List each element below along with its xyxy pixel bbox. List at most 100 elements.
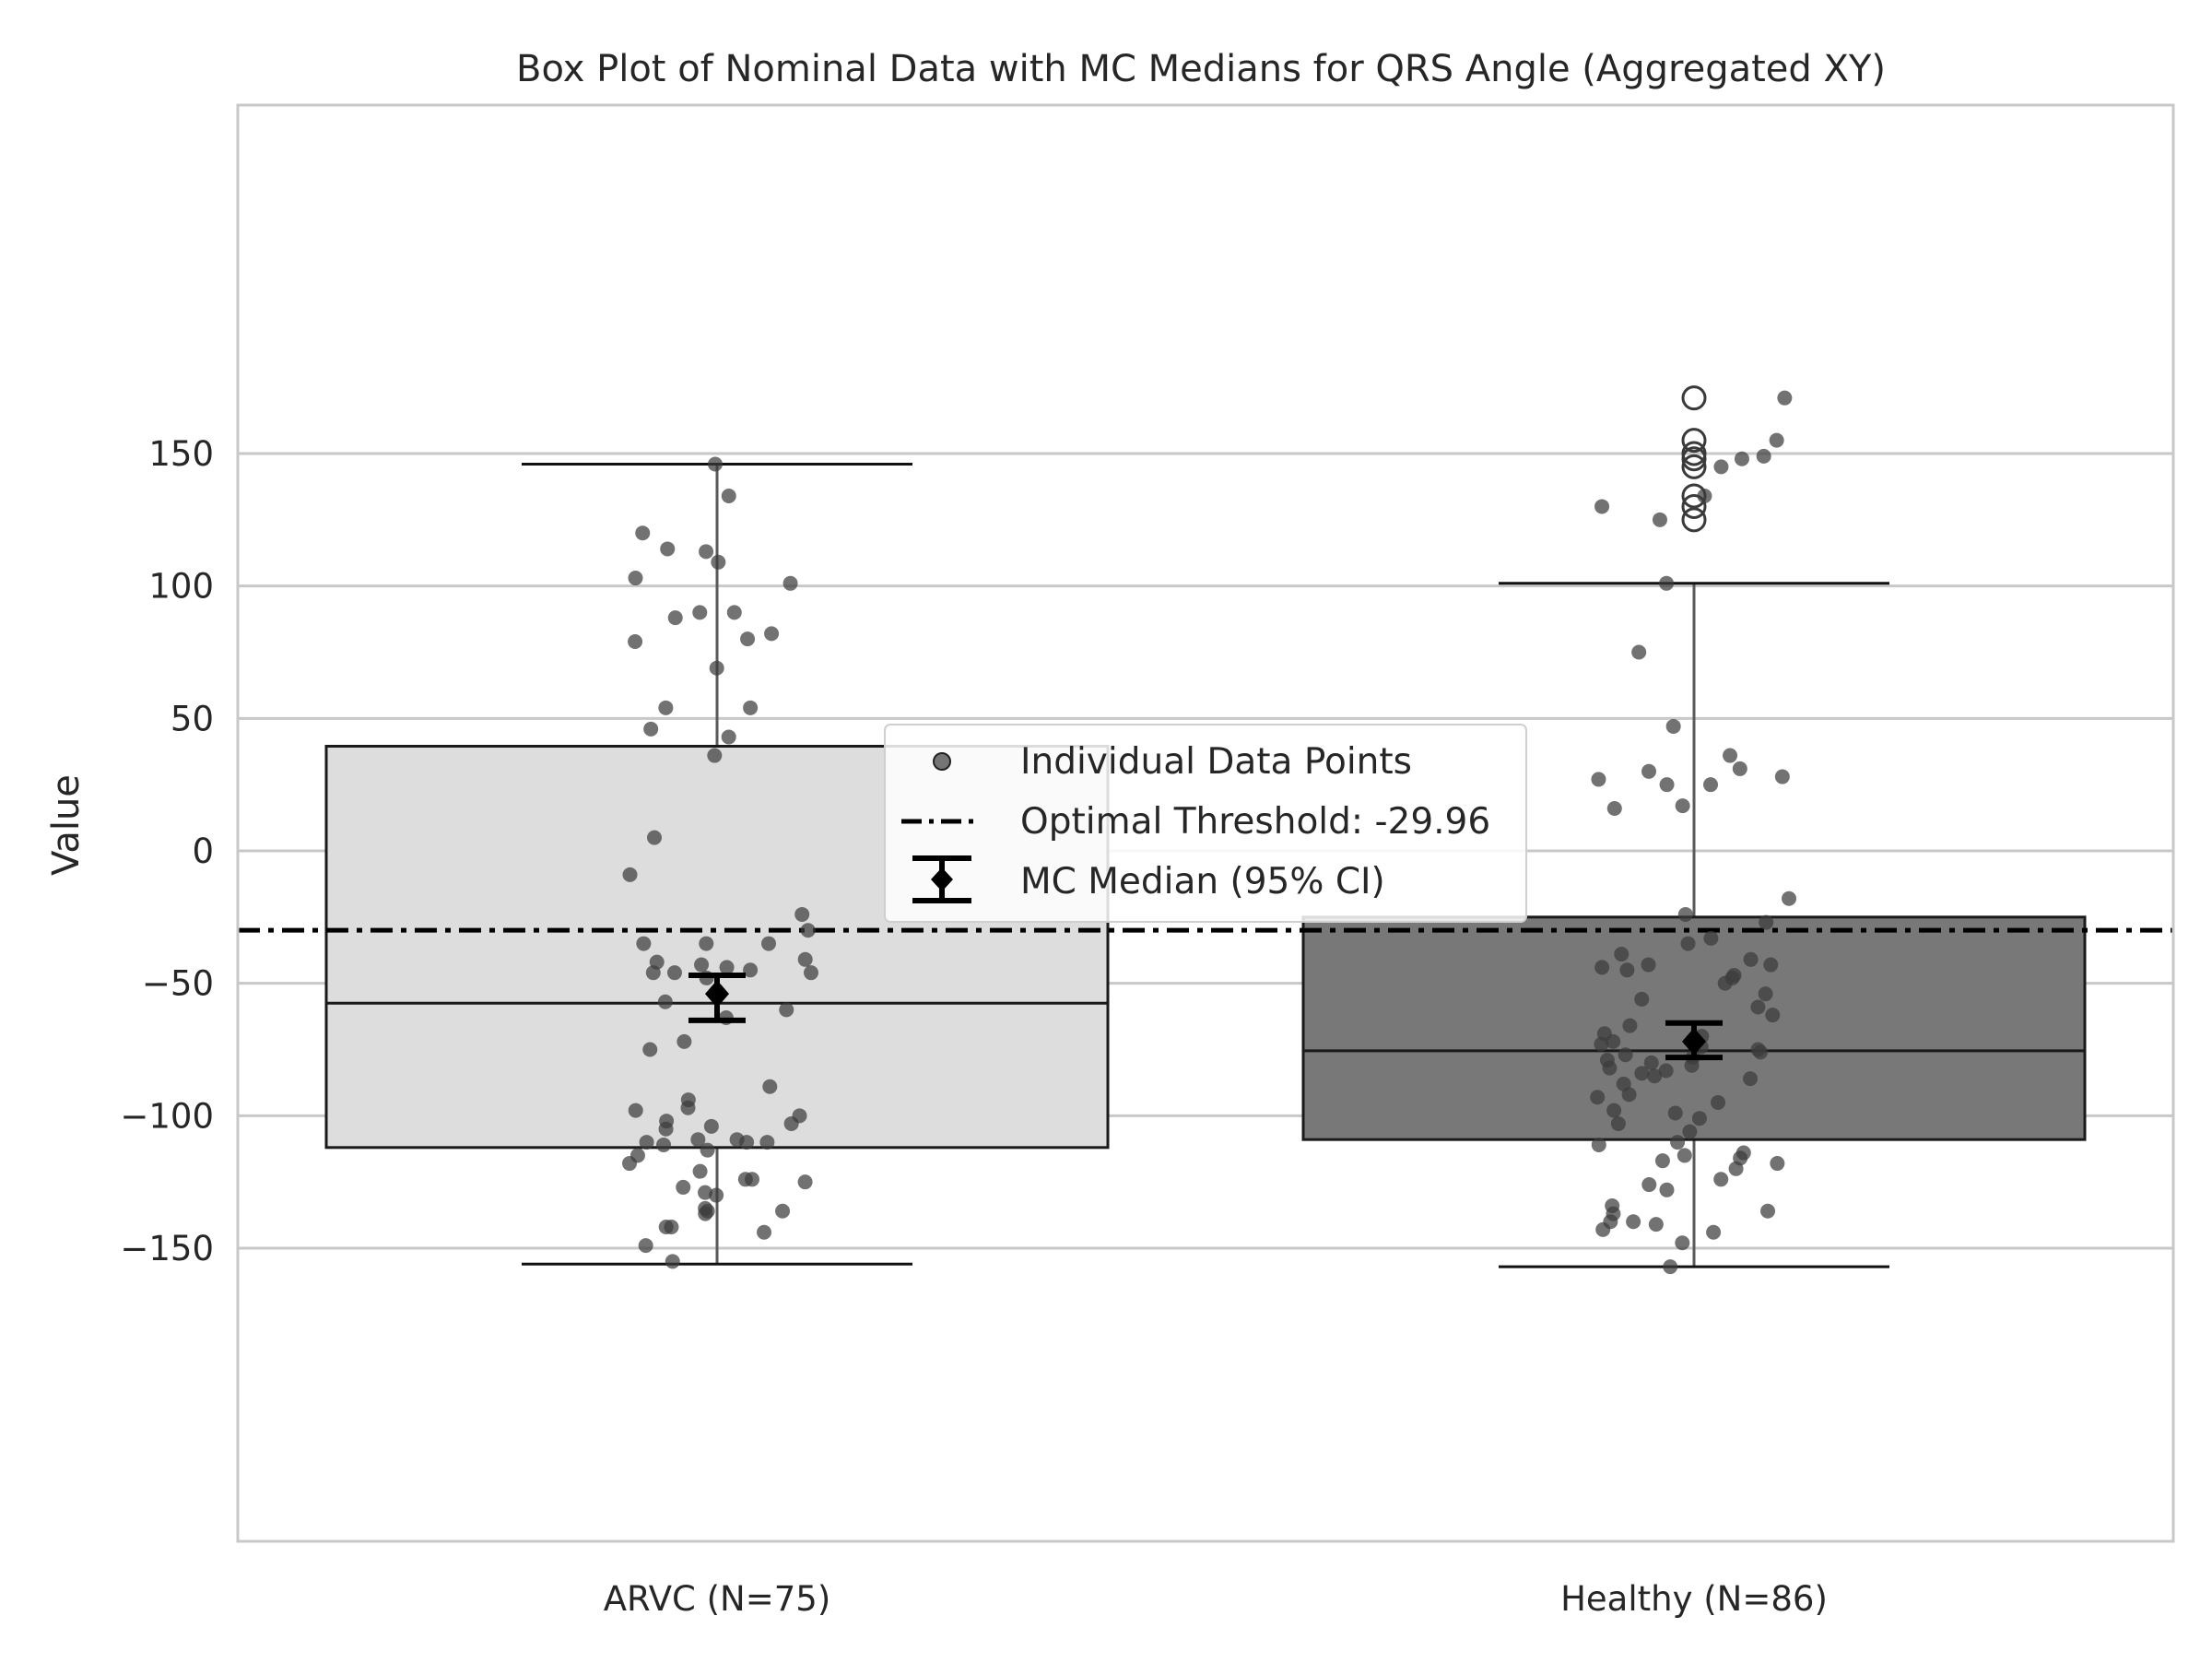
data-point [645, 965, 661, 981]
data-point [707, 456, 723, 472]
data-point [1631, 644, 1647, 660]
data-point [1602, 1060, 1618, 1076]
data-point [656, 1137, 672, 1152]
data-point [1591, 1137, 1606, 1152]
data-point [657, 994, 673, 1009]
data-point [1777, 390, 1793, 406]
data-point [1641, 957, 1656, 973]
data-point [737, 1172, 753, 1187]
data-point [1759, 914, 1774, 930]
mc-median-diamond [705, 980, 729, 1008]
data-point [658, 1121, 674, 1137]
data-point [1675, 798, 1690, 814]
outlier-marker [1681, 428, 1707, 454]
data-point [709, 660, 724, 676]
data-point [692, 1163, 708, 1179]
data-point [700, 1142, 715, 1158]
data-point [1753, 1044, 1769, 1060]
legend-frame [884, 724, 1527, 923]
data-point [707, 748, 723, 763]
data-point [797, 1174, 813, 1190]
outlier-marker [1681, 507, 1707, 533]
data-point [1621, 1087, 1637, 1103]
legend-label-mc-median: MC Median (95% CI) [1020, 861, 1385, 902]
data-point [779, 1002, 794, 1018]
data-point [1691, 1111, 1707, 1126]
data-point [1590, 1090, 1606, 1105]
data-point [726, 605, 742, 620]
data-point [660, 541, 676, 557]
data-point [1594, 960, 1610, 975]
x-tick-labels: ARVC (N=75) Healthy (N=86) [604, 1579, 1828, 1619]
data-point [690, 1132, 706, 1148]
data-point [743, 962, 759, 978]
data-point [1652, 512, 1667, 527]
mc-median-marker [1665, 1020, 1723, 1061]
data-point [1641, 763, 1657, 779]
data-points [622, 390, 1797, 1275]
y-axis-label: Value [45, 774, 88, 876]
data-point [658, 700, 674, 715]
data-point [1758, 986, 1773, 1002]
data-point [1774, 769, 1790, 784]
data-point [1743, 1071, 1759, 1087]
data-point [1659, 1182, 1675, 1197]
data-point [658, 1220, 674, 1235]
data-point [699, 544, 714, 560]
data-point [1750, 999, 1766, 1015]
data-point [1641, 1177, 1657, 1193]
data-point [628, 1103, 643, 1118]
data-point [1594, 499, 1610, 514]
data-point [719, 960, 735, 975]
data-point [638, 1238, 653, 1254]
data-point [739, 1135, 755, 1150]
legend: Individual Data Points Optimal Threshold… [884, 724, 1527, 923]
y-tick-label: −100 [120, 1096, 214, 1136]
data-point [1626, 1214, 1641, 1230]
data-point [1634, 991, 1650, 1007]
data-point [1606, 801, 1622, 817]
data-point [643, 721, 659, 737]
data-point [1756, 448, 1771, 464]
data-point [1618, 1047, 1633, 1063]
data-point [642, 1042, 658, 1057]
data-point [1647, 1068, 1663, 1084]
data-point [1723, 748, 1738, 763]
outlier-marker [1681, 446, 1707, 472]
legend-marker-mc-median [912, 855, 971, 903]
mc-median-diamond [1682, 1027, 1706, 1056]
y-tick-label: 100 [148, 567, 214, 607]
data-point [667, 610, 683, 626]
data-point [1684, 1057, 1700, 1073]
data-point [764, 626, 780, 642]
data-point [1717, 975, 1733, 991]
data-point [721, 488, 736, 503]
data-point [782, 575, 798, 591]
data-point [1770, 1156, 1785, 1172]
data-point [775, 1203, 791, 1219]
data-point [666, 965, 682, 981]
data-point [680, 1100, 696, 1115]
data-point [1659, 777, 1675, 793]
data-point [1713, 1172, 1729, 1187]
data-point [1680, 936, 1696, 951]
y-tick-labels: 150 100 50 0 −50 −100 −150 [120, 434, 214, 1268]
data-point [759, 1135, 775, 1150]
data-point [794, 906, 810, 922]
data-point [783, 1115, 799, 1131]
data-point [762, 1079, 778, 1094]
data-point [635, 525, 651, 541]
data-point [711, 554, 726, 570]
data-point [639, 1135, 654, 1150]
data-point [1763, 957, 1779, 973]
data-point [1713, 459, 1729, 475]
chart-title: Box Plot of Nominal Data with MC Medians… [516, 48, 1886, 90]
data-point [1711, 1094, 1726, 1110]
data-point [760, 936, 776, 951]
data-point [740, 631, 756, 647]
data-point [1670, 1135, 1686, 1150]
legend-label-threshold: Optimal Threshold: -29.96 [1020, 801, 1490, 843]
data-point [628, 571, 643, 586]
